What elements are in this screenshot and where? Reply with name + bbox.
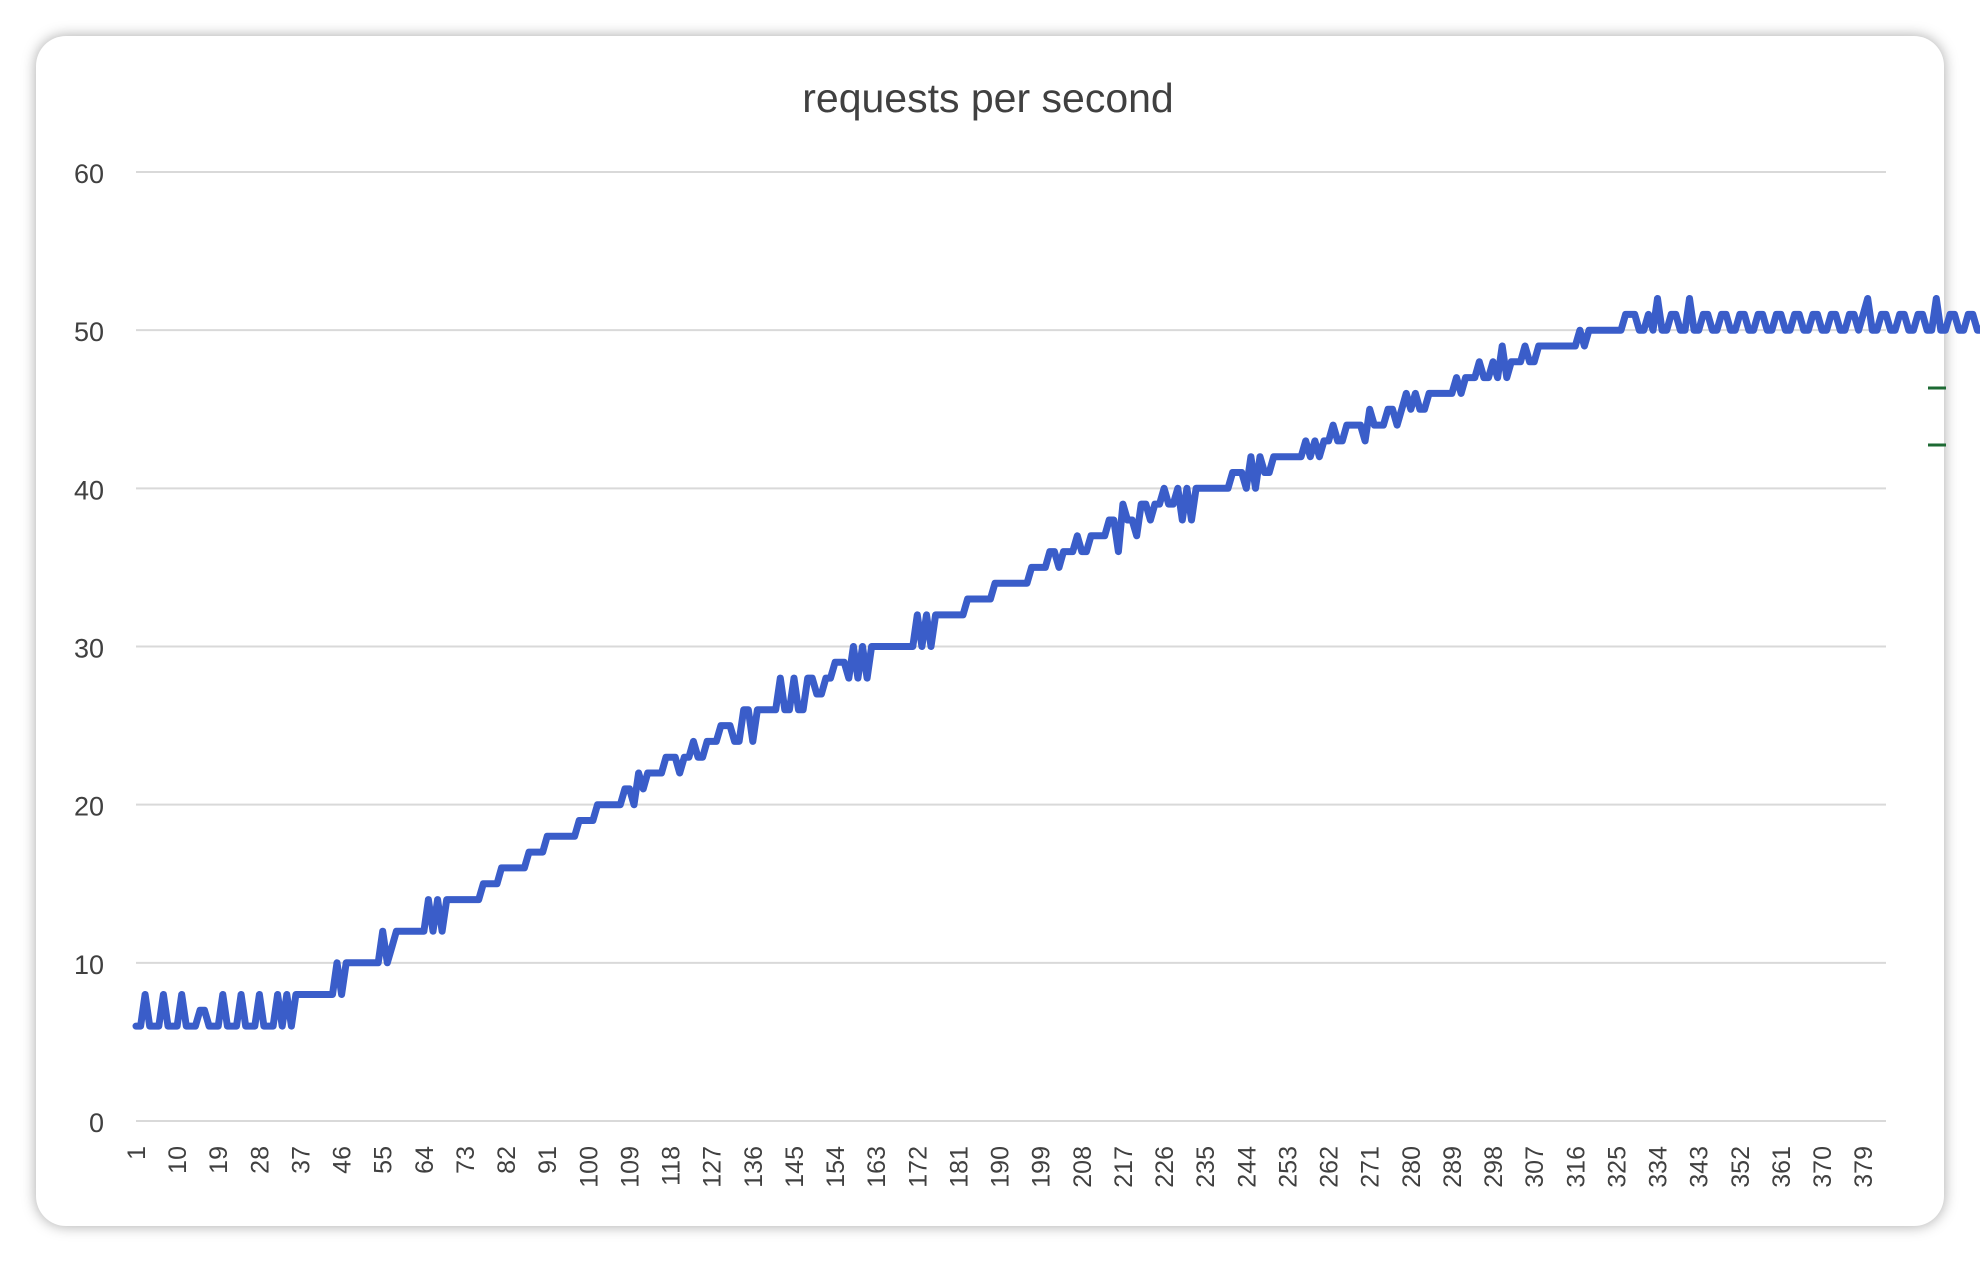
x-tick-label: 370 — [1809, 1146, 1837, 1188]
x-tick-label: 190 — [987, 1146, 1015, 1188]
x-tick-label: 262 — [1316, 1146, 1344, 1188]
x-tick-label: 334 — [1645, 1146, 1673, 1188]
x-tick-label: 280 — [1398, 1146, 1426, 1188]
chart-area[interactable] — [36, 36, 1944, 1226]
y-tick-label: 10 — [74, 950, 104, 980]
x-tick-label: 55 — [370, 1146, 398, 1174]
x-tick-label: 109 — [616, 1146, 644, 1188]
x-tick-label: 217 — [1110, 1146, 1138, 1188]
y-tick-label: 60 — [74, 159, 104, 189]
x-tick-label: 298 — [1480, 1146, 1508, 1188]
x-tick-label: 289 — [1439, 1146, 1467, 1188]
x-tick-label: 64 — [411, 1146, 439, 1174]
y-tick-label: 30 — [74, 634, 104, 664]
x-tick-label: 343 — [1686, 1146, 1714, 1188]
x-tick-label: 37 — [287, 1146, 315, 1174]
x-tick-label: 154 — [822, 1146, 850, 1188]
x-tick-label: 163 — [863, 1146, 891, 1188]
x-tick-label: 235 — [1192, 1146, 1220, 1188]
x-tick-label: 244 — [1233, 1146, 1261, 1188]
x-tick-label: 136 — [740, 1146, 768, 1188]
x-tick-label: 352 — [1727, 1146, 1755, 1188]
y-tick-label: 40 — [74, 475, 104, 505]
x-tick-label: 325 — [1603, 1146, 1631, 1188]
y-tick-label: 50 — [74, 317, 104, 347]
x-tick-label: 271 — [1357, 1146, 1385, 1188]
x-tick-label: 1 — [123, 1146, 151, 1160]
x-tick-label: 307 — [1521, 1146, 1549, 1188]
x-tick-label: 172 — [904, 1146, 932, 1188]
x-tick-label: 73 — [452, 1146, 480, 1174]
series-line-0 — [132, 295, 1980, 1030]
x-tick-label: 19 — [205, 1146, 233, 1174]
series-layer — [132, 295, 1980, 1030]
x-axis-tick-labels: 1 10 19 28 37 46 55 64 73 82 91 100 109 118 127 136 145 1… — [123, 1146, 1878, 1188]
x-tick-label: 118 — [658, 1146, 686, 1186]
gridlines — [136, 171, 1886, 964]
x-tick-label: 82 — [493, 1146, 521, 1174]
chart-title: requests per second — [802, 75, 1174, 121]
x-tick-label: 145 — [781, 1146, 809, 1188]
x-tick-label: 28 — [246, 1146, 274, 1174]
x-tick-label: 91 — [534, 1146, 562, 1174]
y-axis-tick-labels: 0 10 20 30 40 50 60 — [74, 159, 104, 1138]
x-tick-label: 199 — [1028, 1146, 1056, 1188]
x-tick-label: 100 — [575, 1146, 603, 1188]
x-tick-label: 181 — [945, 1146, 973, 1188]
x-tick-label: 208 — [1069, 1146, 1097, 1188]
y-tick-label: 0 — [89, 1108, 104, 1138]
x-tick-label: 361 — [1768, 1146, 1796, 1188]
x-tick-label: 379 — [1850, 1146, 1878, 1188]
x-tick-label: 46 — [329, 1146, 357, 1174]
y-tick-label: 20 — [74, 792, 104, 822]
x-tick-label: 10 — [164, 1146, 192, 1174]
x-tick-label: 127 — [699, 1146, 727, 1188]
x-tick-label: 316 — [1562, 1146, 1590, 1188]
x-tick-label: 226 — [1151, 1146, 1179, 1188]
adjacent-sheet-marks — [1928, 386, 1946, 447]
x-tick-label: 253 — [1274, 1146, 1302, 1188]
